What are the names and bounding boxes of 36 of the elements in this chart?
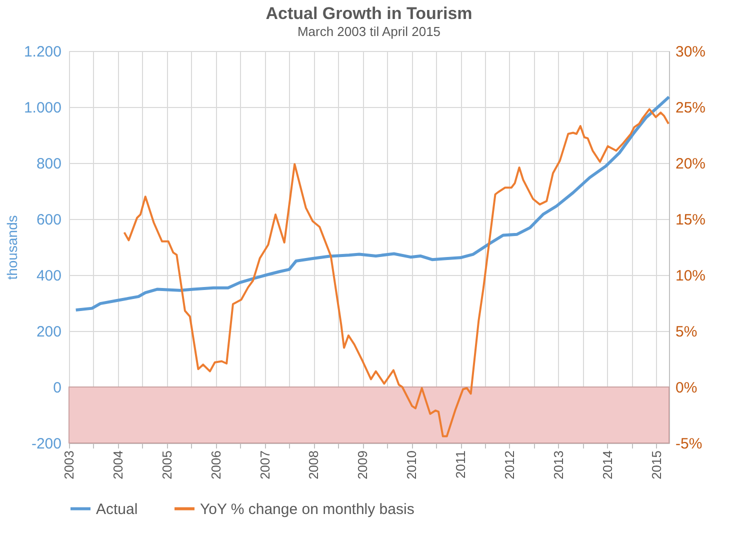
y2-tick-label: 30% xyxy=(676,44,706,60)
x-tick-label: 2013 xyxy=(550,450,566,480)
x-tick-label: 2008 xyxy=(306,450,322,480)
y-axis-title: thousands xyxy=(4,215,20,280)
x-tick-label: 2006 xyxy=(208,450,224,480)
x-tick-label: 2012 xyxy=(502,450,517,480)
y2-tick-label: 25% xyxy=(676,100,706,116)
x-tick-label: 2010 xyxy=(404,450,420,480)
y2-tick-label: 0% xyxy=(676,380,698,396)
x-tick-label: 2009 xyxy=(355,450,370,480)
y-tick-label: 800 xyxy=(36,156,62,172)
y-tick-label: 1.000 xyxy=(24,100,62,116)
legend-label: Actual xyxy=(96,500,138,518)
y2-tick-label: 20% xyxy=(676,156,706,172)
line-series xyxy=(123,108,670,438)
y2-tick-label: 10% xyxy=(676,268,706,284)
x-tick-label: 2005 xyxy=(159,450,174,480)
x-tick-label: 2007 xyxy=(257,450,272,480)
y-tick-label: 600 xyxy=(36,212,62,228)
x-tick-label: 2015 xyxy=(648,450,664,480)
y-tick-label: 400 xyxy=(36,268,62,284)
y2-tick-label: -5% xyxy=(676,436,702,452)
y-tick-label: 1.200 xyxy=(24,44,62,60)
y2-tick-label: 15% xyxy=(676,212,706,228)
x-tick-label: 2003 xyxy=(62,450,76,480)
x-tick-label: 2011 xyxy=(453,450,468,478)
y-tick-label: 200 xyxy=(36,324,62,340)
line-series xyxy=(74,95,670,312)
chart-subtitle: March 2003 til April 2015 xyxy=(297,24,441,39)
chart-title: Actual Growth in Tourism xyxy=(266,4,472,23)
y2-tick-label: 5% xyxy=(676,324,698,340)
y-tick-label: 0 xyxy=(53,380,62,396)
x-tick-label: 2014 xyxy=(600,450,615,480)
y-tick-label: -200 xyxy=(31,436,62,452)
x-tick-label: 2004 xyxy=(110,450,126,480)
legend-label: YoY % change on monthly basis xyxy=(200,500,414,518)
